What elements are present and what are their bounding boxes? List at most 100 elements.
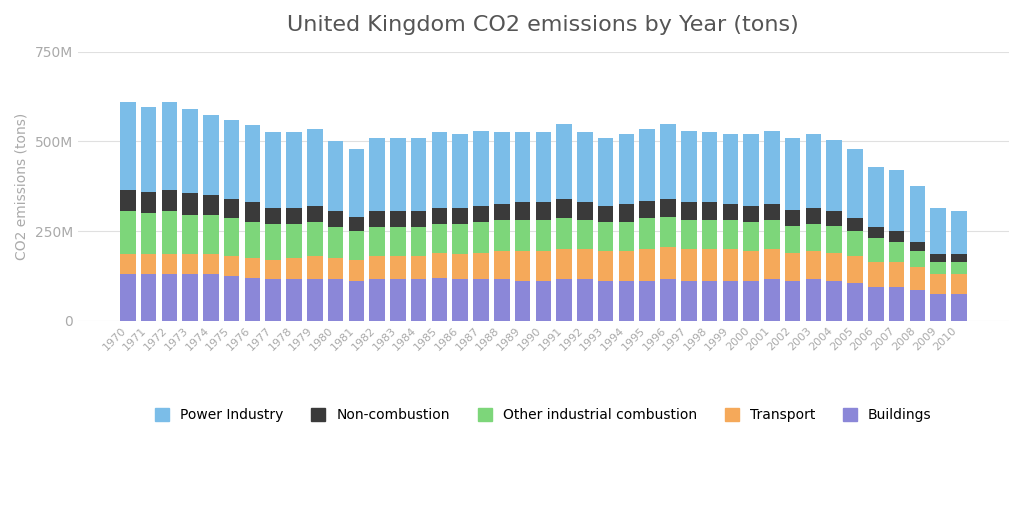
Bar <box>681 249 696 281</box>
Bar <box>598 251 613 281</box>
Bar <box>784 281 801 321</box>
Bar <box>120 274 135 321</box>
Bar <box>390 228 406 256</box>
Bar <box>390 256 406 279</box>
Bar <box>203 215 219 254</box>
Bar <box>348 231 365 260</box>
Bar <box>411 256 426 279</box>
Bar <box>909 290 925 321</box>
Bar <box>370 256 385 279</box>
Bar <box>287 208 302 224</box>
Bar <box>328 258 343 279</box>
Bar <box>370 211 385 228</box>
Bar <box>432 253 447 278</box>
Bar <box>784 226 801 253</box>
Bar <box>701 220 718 249</box>
Bar <box>826 226 842 253</box>
Bar <box>618 281 634 321</box>
Bar <box>868 262 884 287</box>
Bar <box>453 254 468 279</box>
Bar <box>307 222 323 256</box>
Bar <box>639 249 655 281</box>
Bar <box>681 220 696 249</box>
Bar <box>182 274 198 321</box>
Bar <box>203 114 219 195</box>
Bar <box>931 254 946 262</box>
Bar <box>370 279 385 321</box>
Bar <box>307 129 323 206</box>
Bar <box>265 279 281 321</box>
Bar <box>287 258 302 279</box>
Bar <box>578 220 593 249</box>
Bar <box>473 206 488 222</box>
Bar <box>723 249 738 281</box>
Bar <box>390 279 406 321</box>
Bar <box>743 281 759 321</box>
Bar <box>203 195 219 215</box>
Bar <box>806 279 821 321</box>
Bar <box>578 133 593 203</box>
Bar <box>951 211 967 254</box>
Bar <box>826 253 842 281</box>
Bar <box>162 190 177 211</box>
Bar <box>265 208 281 224</box>
Bar <box>370 138 385 211</box>
Bar <box>847 283 863 321</box>
Bar <box>245 278 260 321</box>
Bar <box>723 220 738 249</box>
Bar <box>432 208 447 224</box>
Bar <box>494 204 510 220</box>
Bar <box>120 211 135 254</box>
Bar <box>182 194 198 215</box>
Bar <box>140 213 157 254</box>
Bar <box>764 220 779 249</box>
Bar <box>515 203 530 220</box>
Bar <box>847 231 863 256</box>
Bar <box>660 217 676 247</box>
Bar <box>764 130 779 204</box>
Bar <box>618 222 634 251</box>
Bar <box>287 224 302 258</box>
Bar <box>578 279 593 321</box>
Bar <box>453 279 468 321</box>
Bar <box>701 133 718 203</box>
Bar <box>578 203 593 220</box>
Bar <box>556 199 571 219</box>
Bar <box>889 170 904 231</box>
Bar <box>701 281 718 321</box>
Bar <box>162 254 177 274</box>
Bar <box>806 251 821 279</box>
Bar <box>473 222 488 253</box>
Y-axis label: CO2 emissions (tons): CO2 emissions (tons) <box>15 113 29 260</box>
Bar <box>784 138 801 209</box>
Bar <box>245 125 260 203</box>
Bar <box>784 253 801 281</box>
Bar <box>701 249 718 281</box>
Bar <box>390 211 406 228</box>
Bar <box>909 251 925 267</box>
Bar <box>639 219 655 249</box>
Bar <box>224 276 240 321</box>
Bar <box>909 242 925 251</box>
Bar <box>889 231 904 242</box>
Bar <box>182 109 198 194</box>
Bar <box>245 222 260 258</box>
Bar <box>328 141 343 211</box>
Bar <box>868 167 884 228</box>
Bar <box>453 208 468 224</box>
Bar <box>307 256 323 279</box>
Bar <box>847 256 863 283</box>
Bar <box>245 258 260 278</box>
Bar <box>847 219 863 231</box>
Bar <box>660 279 676 321</box>
Bar <box>120 254 135 274</box>
Bar <box>515 251 530 281</box>
Bar <box>931 274 946 294</box>
Bar <box>224 256 240 276</box>
Bar <box>701 203 718 220</box>
Bar <box>681 281 696 321</box>
Bar <box>598 281 613 321</box>
Bar <box>951 254 967 262</box>
Bar <box>618 134 634 204</box>
Bar <box>909 186 925 242</box>
